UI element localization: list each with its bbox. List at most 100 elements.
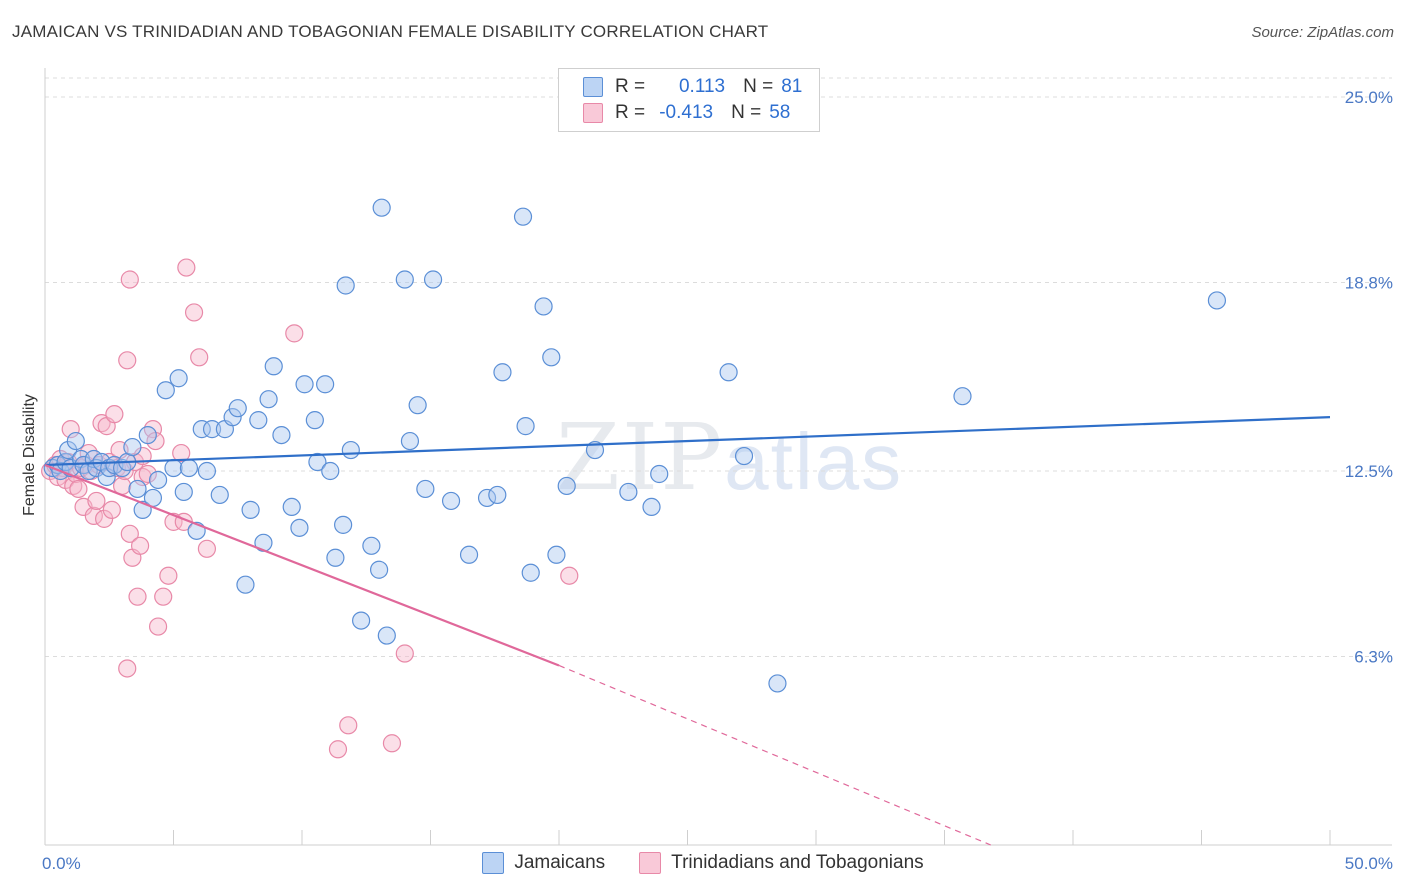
trinidadian-point — [285, 324, 304, 343]
legend-r-value: 0.113 — [678, 76, 726, 97]
jamaican-point — [395, 270, 414, 289]
legend-n-value: 58 — [769, 102, 791, 123]
jamaican-point — [305, 411, 324, 430]
jamaican-point — [557, 476, 576, 496]
jamaican-point — [372, 198, 391, 217]
jamaican-point — [619, 482, 638, 502]
trinidadian-point — [339, 716, 358, 735]
jamaican-point — [138, 425, 157, 445]
legend-swatch-blue — [583, 77, 603, 97]
jamaican-point — [534, 297, 553, 316]
jamaican-point — [336, 276, 355, 295]
jamaican-point — [272, 425, 291, 445]
legend-swatch-blue — [482, 852, 505, 874]
gridlines — [45, 77, 1392, 658]
jamaican-point — [264, 357, 283, 376]
jamaican-point — [953, 387, 972, 406]
jamaican-point — [408, 396, 427, 415]
chart-title: JAMAICAN VS TRINIDADIAN AND TOBAGONIAN F… — [12, 22, 769, 41]
trinidadian-point — [84, 506, 103, 525]
trinidadian-point — [184, 303, 204, 322]
legend-r-label: R = — [615, 102, 646, 123]
jamaican-point — [308, 452, 327, 472]
jamaican-point — [197, 461, 217, 481]
legend-swatch-pink — [583, 103, 603, 123]
trinidadian-point — [102, 500, 121, 519]
legend-n-value: 81 — [781, 76, 803, 97]
jamaican-point — [341, 440, 360, 460]
watermark: ZIPatlas — [556, 404, 903, 511]
jamaican-point — [123, 437, 142, 457]
legend-label-jamaicans: Jamaicans — [514, 852, 606, 873]
trinidadian-point — [61, 420, 80, 439]
series-jamaican-points — [43, 198, 1227, 693]
legend-item-jamaicans: Jamaicans — [482, 852, 605, 874]
trend-line-jamaicans — [44, 416, 1331, 467]
jamaican-point — [295, 375, 314, 394]
y-axis-label: Female Disability — [21, 394, 38, 516]
jamaican-point — [370, 560, 389, 579]
jamaican-point — [228, 399, 247, 418]
trinidadian-point — [87, 491, 106, 511]
jamaican-point — [642, 497, 661, 517]
trinidadian-point — [197, 539, 217, 558]
trend-lines — [44, 416, 1331, 846]
y-tick-label: 12.5% — [1345, 462, 1393, 481]
trinidadian-point — [105, 405, 124, 424]
legend-row-trinidadians: R = -0.413 N = 58 — [583, 101, 790, 125]
source-label: Source: ZipAtlas.com — [1251, 24, 1394, 41]
legend-label-trinidadians: Trinidadians and Tobagonians — [671, 852, 924, 873]
trinidadian-point — [92, 414, 111, 433]
trinidadian-point — [328, 740, 348, 759]
y-tick-label: 6.3% — [1354, 648, 1393, 667]
trinidadian-point — [133, 467, 152, 487]
jamaican-point — [516, 417, 535, 436]
jamaican-point — [362, 536, 381, 555]
jamaican-point — [326, 548, 345, 567]
jamaican-point — [56, 452, 75, 472]
watermark-zip: ZIP — [556, 404, 725, 511]
y-tick-label: 25.0% — [1345, 88, 1393, 107]
trinidadian-point — [118, 351, 137, 370]
trinidadian-point — [177, 258, 196, 277]
trinidadian-point — [560, 566, 579, 585]
trinidadian-point — [128, 587, 147, 606]
jamaican-point — [259, 390, 278, 409]
trinidadian-point — [172, 443, 191, 463]
trinidadian-point — [154, 587, 173, 606]
legend-row-jamaicans: R = 0.113 N = 81 — [583, 75, 802, 99]
trinidadian-point — [190, 348, 209, 367]
stats-legend: R = 0.113 N = 81 R = -0.413 N = 58 — [558, 68, 820, 132]
trinidadian-point — [130, 536, 150, 555]
jamaican-point — [547, 545, 566, 564]
jamaican-point — [174, 482, 193, 502]
jamaican-point — [169, 369, 188, 388]
jamaican-point — [1207, 291, 1227, 310]
jamaican-point — [192, 420, 211, 439]
trinidadian-point — [382, 734, 402, 753]
jamaican-point — [179, 458, 199, 478]
trinidadian-point — [69, 479, 88, 499]
trinidadian-point — [120, 524, 139, 543]
jamaican-point — [290, 518, 309, 537]
jamaican-point — [249, 411, 268, 430]
jamaican-point — [423, 270, 443, 289]
trinidadian-point — [138, 464, 157, 484]
jamaican-point — [156, 381, 175, 400]
jamaican-point — [377, 626, 396, 645]
trend-line-trinidadians — [44, 463, 560, 667]
jamaican-point — [282, 497, 301, 517]
legend-swatch-pink — [639, 852, 662, 874]
trinidadian-point — [118, 659, 137, 678]
jamaican-point — [513, 207, 533, 226]
trend-line-trinidadians-extrapolated — [558, 664, 991, 846]
trinidadian-point — [148, 617, 168, 636]
y-tick-label: 18.8% — [1345, 274, 1393, 293]
jamaican-point — [521, 563, 540, 582]
trinidadian-point — [159, 566, 178, 585]
jamaican-point — [321, 461, 340, 481]
jamaican-point — [316, 375, 335, 394]
jamaican-point — [352, 611, 371, 630]
legend-r-value: -0.413 — [659, 102, 714, 123]
